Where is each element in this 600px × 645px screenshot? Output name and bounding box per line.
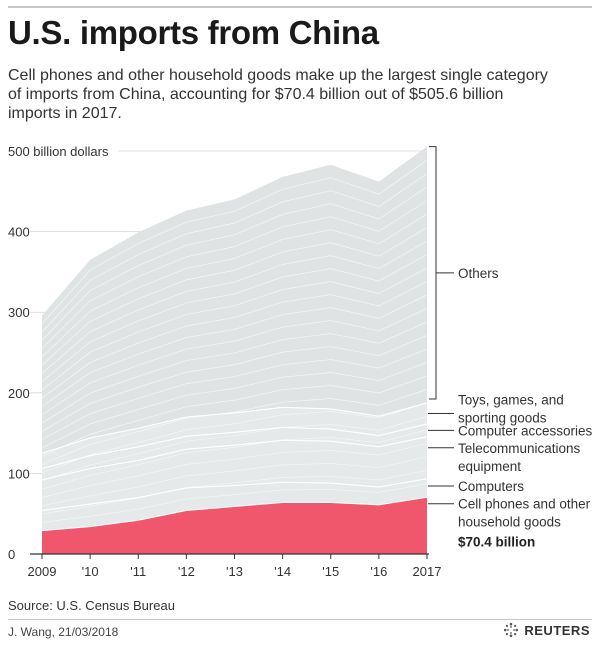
brand-name: REUTERS xyxy=(524,622,590,638)
area-series-5 xyxy=(42,146,427,454)
y-tick-label: 500 billion dollars xyxy=(8,144,109,159)
area-texture-line xyxy=(41,389,428,465)
series-boundary-line xyxy=(41,423,428,470)
x-tick-label: '14 xyxy=(274,564,291,579)
legend-label: household goods xyxy=(458,515,561,530)
legend-label: Computer accessories xyxy=(458,423,593,438)
area-series-2 xyxy=(42,436,427,511)
area-texture-line xyxy=(41,294,428,407)
area-series-1 xyxy=(42,478,427,531)
series-boundary-line xyxy=(41,496,428,532)
reuters-logo-icon xyxy=(504,622,519,638)
x-tick-label: 2009 xyxy=(28,564,57,579)
area-texture-line xyxy=(41,402,428,474)
area-texture-line xyxy=(41,213,428,358)
author-credit: J. Wang, 21/03/2018 xyxy=(8,625,119,639)
area-texture-line xyxy=(41,429,428,490)
area-texture-line xyxy=(41,200,428,349)
cellphones-value-label: $70.4 billion xyxy=(458,535,535,550)
area-series-0 xyxy=(42,497,427,554)
subtitle-line: imports in 2017. xyxy=(8,105,122,122)
series-boundary-line xyxy=(41,478,428,512)
top-rule xyxy=(8,6,592,8)
area-texture-line xyxy=(41,281,428,399)
area-texture-line xyxy=(41,254,428,382)
chart-title: U.S. imports from China xyxy=(8,14,379,51)
y-tick-label: 400 xyxy=(8,225,30,240)
x-tick-label: '15 xyxy=(322,564,339,579)
series-boundary-line xyxy=(41,436,428,481)
subtitle-line: Cell phones and other household goods ma… xyxy=(8,67,548,84)
area-texture-line xyxy=(41,240,428,374)
y-tick-label: 100 xyxy=(8,466,30,481)
brand-logo: REUTERS xyxy=(503,622,590,638)
area-texture-line xyxy=(41,375,428,457)
x-tick-label: '12 xyxy=(178,564,195,579)
area-series-4 xyxy=(42,402,427,469)
y-tick-label: 300 xyxy=(8,305,30,320)
area-texture-line xyxy=(41,308,428,416)
legend-label: sporting goods xyxy=(458,410,547,425)
y-tick-label: 0 xyxy=(8,547,15,562)
area-texture-line xyxy=(41,321,428,424)
x-tick-label: 2017 xyxy=(413,564,442,579)
series-boundary-line xyxy=(41,402,428,454)
area-texture-line xyxy=(41,227,428,366)
area-texture-line xyxy=(41,173,428,333)
x-tick-label: '16 xyxy=(370,564,387,579)
legend-label: Computers xyxy=(458,479,524,494)
legend-label: Toys, games, and xyxy=(458,392,564,407)
area-texture-line xyxy=(41,348,428,440)
x-tick-label: '11 xyxy=(130,564,146,579)
stacked-area-chart: 0 100 200 300 400 500 billion dollars 2009 '10 '… xyxy=(8,144,593,579)
x-tick-label: '13 xyxy=(226,564,243,579)
legend-label: Cell phones and other xyxy=(458,497,591,512)
area-texture-line xyxy=(41,442,428,498)
area-texture-line xyxy=(41,483,428,523)
area-texture-line xyxy=(41,362,428,449)
legend-label: Others xyxy=(458,266,499,281)
x-tick-label: '10 xyxy=(82,564,99,579)
area-texture-line xyxy=(41,456,428,507)
bottom-rule xyxy=(8,619,592,620)
others-bracket xyxy=(429,146,437,400)
legend-label: equipment xyxy=(458,459,521,474)
chart-subtitle: Cell phones and other household goods ma… xyxy=(8,66,588,123)
area-texture-line xyxy=(41,159,428,324)
area-texture-line xyxy=(41,416,428,482)
area-texture-line xyxy=(41,267,428,391)
area-texture-line xyxy=(41,186,428,341)
y-tick-label: 200 xyxy=(8,386,30,401)
legend-label: Telecommunications xyxy=(458,441,581,456)
subtitle-line: of imports from China, accounting for $7… xyxy=(8,86,504,103)
area-texture-line xyxy=(41,335,428,432)
source-note: Source: U.S. Census Bureau xyxy=(8,598,175,613)
area-series-3 xyxy=(42,423,427,480)
area-texture-line xyxy=(41,469,428,515)
